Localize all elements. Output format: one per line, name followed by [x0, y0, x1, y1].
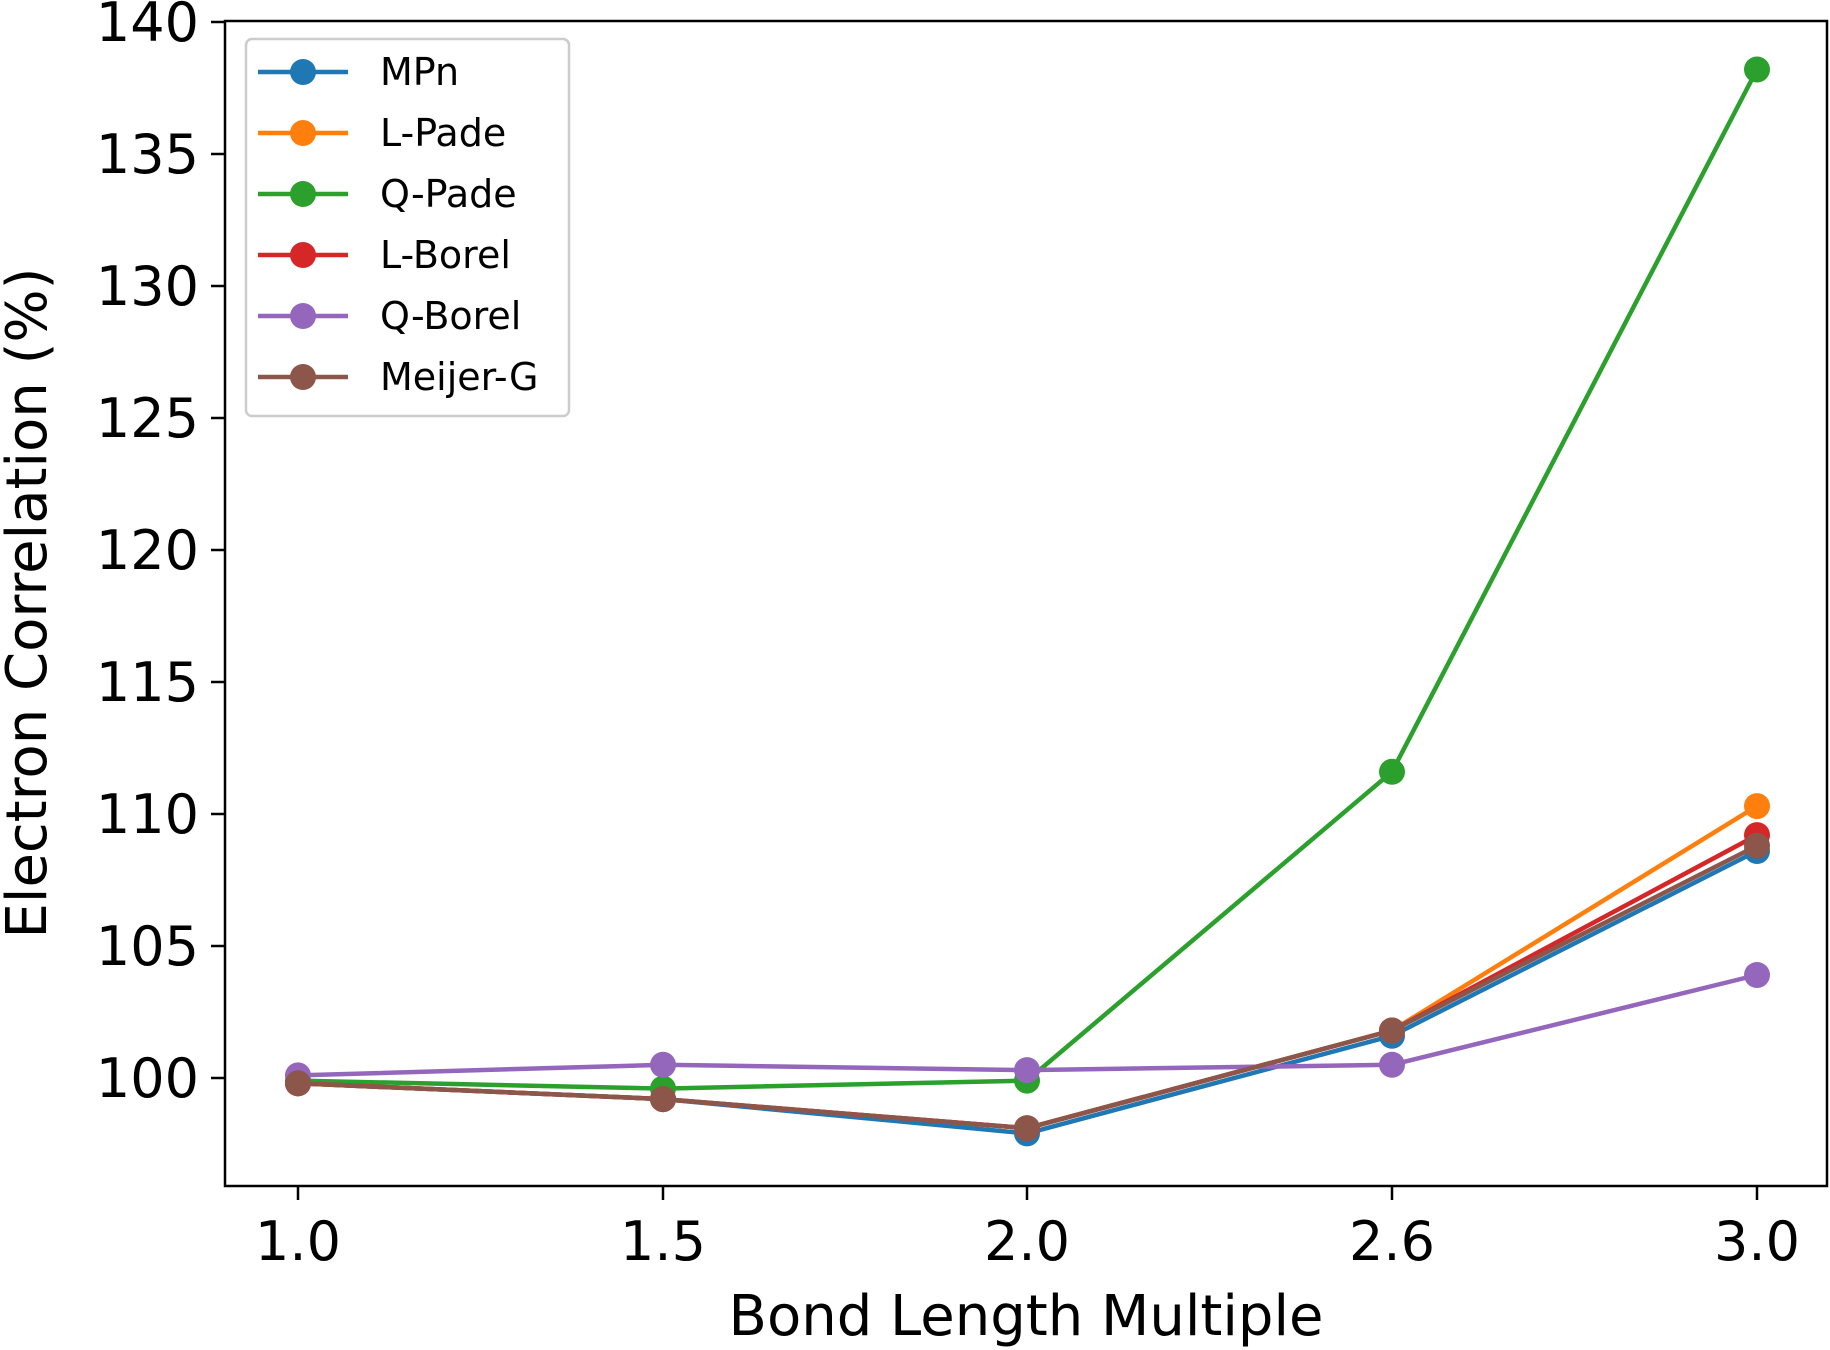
- data-point: [650, 1052, 676, 1078]
- x-axis: 1.0 1.5 2.0 2.6 3.0: [255, 1186, 1800, 1273]
- legend-label: Meijer-G: [380, 355, 538, 399]
- y-axis: 100 105 110 115 120 125 130 135 140: [96, 0, 225, 1110]
- data-point: [1379, 759, 1405, 785]
- x-tick-label: 1.5: [620, 1210, 706, 1273]
- x-tick-label: 3.0: [1714, 1210, 1800, 1273]
- data-point: [1744, 57, 1770, 83]
- y-tick-label: 100: [96, 1047, 199, 1110]
- data-point: [1014, 1115, 1040, 1141]
- y-tick-label: 115: [96, 651, 199, 714]
- series-meijer-g: [285, 833, 1770, 1141]
- legend-marker: [290, 364, 316, 390]
- data-point: [1744, 793, 1770, 819]
- y-tick-label: 120: [96, 519, 199, 582]
- x-tick-label: 2.6: [1349, 1210, 1435, 1273]
- legend-label: Q-Pade: [380, 172, 517, 216]
- legend-marker: [290, 303, 316, 329]
- y-tick-label: 140: [96, 0, 199, 54]
- data-point: [650, 1086, 676, 1112]
- legend-label: Q-Borel: [380, 294, 521, 338]
- y-tick-label: 130: [96, 255, 199, 318]
- legend-marker: [290, 59, 316, 85]
- y-tick-label: 135: [96, 123, 199, 186]
- legend-label: MPn: [380, 50, 459, 94]
- x-axis-title: Bond Length Multiple: [729, 1284, 1324, 1349]
- y-axis-title: Electron Correlation (%): [0, 268, 60, 939]
- series-q-borel: [285, 962, 1770, 1088]
- data-point: [285, 1070, 311, 1096]
- series-mpn: [285, 838, 1770, 1146]
- legend: MPn L-Pade Q-Pade L-Borel Q-Borel Meijer-G: [246, 39, 569, 416]
- y-tick-label: 125: [96, 387, 199, 450]
- x-tick-label: 1.0: [255, 1210, 341, 1273]
- legend-marker: [290, 120, 316, 146]
- data-point: [1744, 962, 1770, 988]
- legend-marker: [290, 242, 316, 268]
- data-point: [1379, 1018, 1405, 1044]
- legend-label: L-Pade: [380, 111, 506, 155]
- data-point: [1379, 1052, 1405, 1078]
- data-point: [1014, 1057, 1040, 1083]
- x-tick-label: 2.0: [984, 1210, 1070, 1273]
- y-tick-label: 105: [96, 915, 199, 978]
- y-tick-label: 110: [96, 783, 199, 846]
- data-point: [1744, 833, 1770, 859]
- legend-marker: [290, 181, 316, 207]
- legend-label: L-Borel: [380, 233, 511, 277]
